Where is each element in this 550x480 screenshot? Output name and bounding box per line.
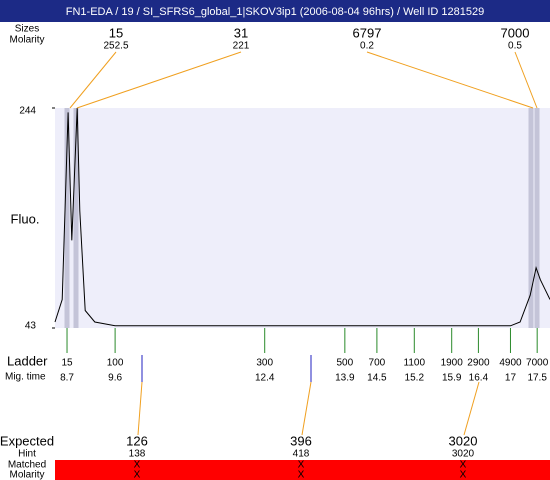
- matched-value: X: [460, 460, 467, 471]
- ladder-size: 15: [61, 358, 73, 369]
- peak-connector: [514, 51, 538, 109]
- ladder-size: 1900: [441, 358, 464, 369]
- plot-area: [55, 108, 550, 328]
- hint-value: 138: [129, 449, 146, 460]
- peak-band: [528, 108, 534, 328]
- ladder-size: 100: [107, 358, 124, 369]
- ladder-size: 7000: [526, 358, 549, 369]
- ladder-time: 16.4: [469, 373, 489, 384]
- ladder-label: Ladder: [7, 353, 48, 368]
- y-tick-label: 244: [19, 106, 36, 117]
- peak-connector: [76, 51, 242, 109]
- ladder-time: 14.5: [367, 373, 387, 384]
- matched-value: X: [134, 460, 141, 471]
- peak-molarity: 252.5: [103, 41, 128, 52]
- ladder-size: 300: [256, 358, 273, 369]
- sizes-label: Sizes: [15, 24, 39, 35]
- mig-time-label: Mig. time: [5, 372, 46, 383]
- peak-connector: [366, 51, 534, 109]
- peak-molarity: 0.2: [360, 41, 374, 52]
- expected-connector: [137, 381, 143, 436]
- hint-label: Hint: [18, 449, 36, 460]
- molarity-row-label: Molarity: [9, 470, 44, 480]
- title-bar: [0, 0, 550, 22]
- ladder-time: 15.2: [405, 373, 425, 384]
- title: FN1-EDA / 19 / SI_SFRS6_global_1|SKOV3ip…: [66, 6, 484, 18]
- expected-value: 396: [290, 433, 312, 448]
- expected-value: 3020: [449, 433, 478, 448]
- peak-size: 6797: [353, 25, 382, 40]
- molarity-value: X: [298, 470, 305, 480]
- trace: [54, 107, 550, 327]
- ladder-time: 8.7: [60, 373, 74, 384]
- ladder-time: 17: [505, 373, 517, 384]
- matched-value: X: [298, 460, 305, 471]
- peak-size: 15: [109, 25, 123, 40]
- peak-size: 31: [234, 25, 248, 40]
- ladder-time: 17.5: [527, 373, 547, 384]
- matched-label: Matched: [8, 460, 46, 471]
- y-axis-label: Fluo.: [11, 211, 40, 226]
- ladder-size: 700: [369, 358, 386, 369]
- ladder-time: 13.9: [335, 373, 355, 384]
- peak-molarity: 0.5: [508, 41, 522, 52]
- y-tick-label: 43: [25, 321, 37, 332]
- ladder-size: 4900: [499, 358, 522, 369]
- hint-value: 418: [293, 449, 310, 460]
- peak-size: 7000: [501, 25, 530, 40]
- molarity-value: X: [134, 470, 141, 480]
- peak-connector: [69, 51, 117, 109]
- peak-molarity: 221: [233, 41, 250, 52]
- peak-band: [64, 108, 70, 328]
- ladder-size: 2900: [467, 358, 490, 369]
- molarity-value: X: [460, 470, 467, 480]
- ladder-time: 12.4: [255, 373, 275, 384]
- matched-band: [55, 460, 550, 480]
- ladder-size: 500: [336, 358, 353, 369]
- expected-connector: [301, 381, 312, 436]
- ladder-time: 15.9: [442, 373, 462, 384]
- expected-label: Expected: [0, 433, 54, 448]
- molarity-label: Molarity: [9, 35, 44, 46]
- expected-connector: [463, 381, 480, 436]
- peak-band: [73, 108, 79, 328]
- peak-band: [534, 108, 540, 328]
- expected-value: 126: [126, 433, 148, 448]
- ladder-size: 1100: [404, 358, 426, 369]
- hint-value: 3020: [452, 449, 475, 460]
- ladder-time: 9.6: [108, 373, 122, 384]
